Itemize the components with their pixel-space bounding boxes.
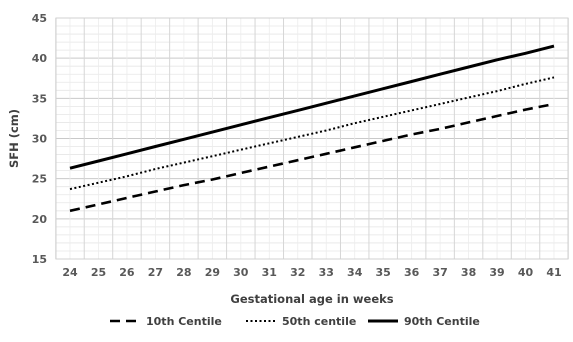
- legend-label-1: 10th Centile: [146, 315, 222, 328]
- x-tick-label: 31: [262, 266, 277, 279]
- y-tick-label: 20: [32, 213, 48, 226]
- legend-label-2: 50th centile: [282, 315, 356, 328]
- x-tick-label: 35: [376, 266, 391, 279]
- y-tick-label: 15: [32, 253, 47, 266]
- y-tick-label: 40: [32, 52, 48, 65]
- series-line-2: [69, 76, 555, 191]
- x-tick-label: 24: [62, 266, 78, 279]
- x-tick-label: 36: [404, 266, 420, 279]
- x-axis-title: Gestational age in weeks: [230, 292, 393, 306]
- y-tick-label: 45: [32, 12, 47, 25]
- x-tick-label: 38: [461, 266, 476, 279]
- plot-area-border: [55, 17, 569, 260]
- series: [69, 44, 555, 213]
- y-axis-title: SFH (cm): [7, 109, 21, 168]
- x-tick-label: 25: [91, 266, 106, 279]
- x-tick-label: 26: [119, 266, 135, 279]
- x-tick-label: 30: [233, 266, 249, 279]
- x-tick-label: 40: [518, 266, 534, 279]
- x-tick-label: 33: [319, 266, 334, 279]
- series-line-1: [69, 102, 555, 213]
- x-tick-label: 29: [205, 266, 220, 279]
- x-tick-label: 28: [176, 266, 191, 279]
- y-tick-label: 30: [32, 133, 48, 146]
- x-tick-label: 27: [148, 266, 163, 279]
- x-tick-label: 37: [432, 266, 447, 279]
- series-line-3: [69, 44, 555, 170]
- y-tick-label: 35: [32, 92, 47, 105]
- x-tick-label: 32: [290, 266, 305, 279]
- legend-label-3: 90th Centile: [404, 315, 480, 328]
- x-tick-label: 39: [489, 266, 504, 279]
- y-tick-label: 25: [32, 173, 47, 186]
- axes: 15 20 25 30 35 40 45 24 25 26 27 28 29 30 31 32 33 34 35 36…: [32, 12, 569, 279]
- grid: [55, 17, 569, 260]
- legend: 10th Centile 50th centile 90th Centile: [110, 315, 480, 328]
- x-tick-label: 41: [546, 266, 561, 279]
- x-tick-label: 34: [347, 266, 363, 279]
